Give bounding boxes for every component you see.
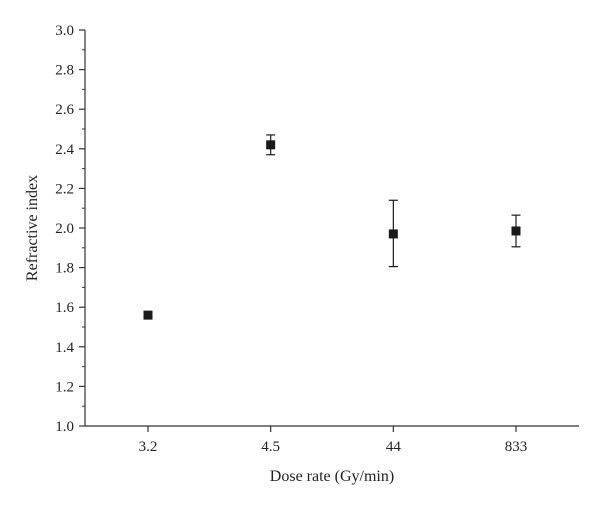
x-axis-title: Dose rate (Gy/min) (270, 468, 394, 485)
data-marks (143, 134, 521, 320)
y-axis-title: Refractive index (24, 175, 41, 281)
y-tick-label: 2.0 (55, 221, 74, 237)
data-point (266, 140, 276, 150)
y-tick-label: 2.4 (55, 142, 74, 158)
data-point (511, 226, 521, 236)
y-tick-label: 1.6 (55, 300, 74, 316)
x-tick-label: 44 (386, 439, 402, 455)
y-tick-label: 2.8 (55, 63, 74, 79)
y-tick-label: 1.2 (55, 379, 74, 395)
x-tick-label: 4.5 (261, 439, 280, 455)
y-tick-label: 2.6 (55, 102, 74, 118)
data-point (388, 229, 398, 239)
y-tick-label: 1.8 (55, 261, 74, 277)
ticks: 1.0 1.2 1.4 1.6 1.8 2.0 2.2 2.4 2.6 2.8 3.0 3.2 4.5 4… (55, 23, 527, 455)
y-tick-label: 2.2 (55, 181, 74, 197)
y-tick-label: 1.0 (55, 419, 74, 435)
data-point (143, 310, 153, 320)
x-tick-label: 833 (505, 439, 528, 455)
axes (84, 30, 579, 427)
x-tick-label: 3.2 (139, 439, 158, 455)
y-tick-label: 3.0 (55, 23, 74, 39)
y-tick-label: 1.4 (55, 340, 74, 356)
